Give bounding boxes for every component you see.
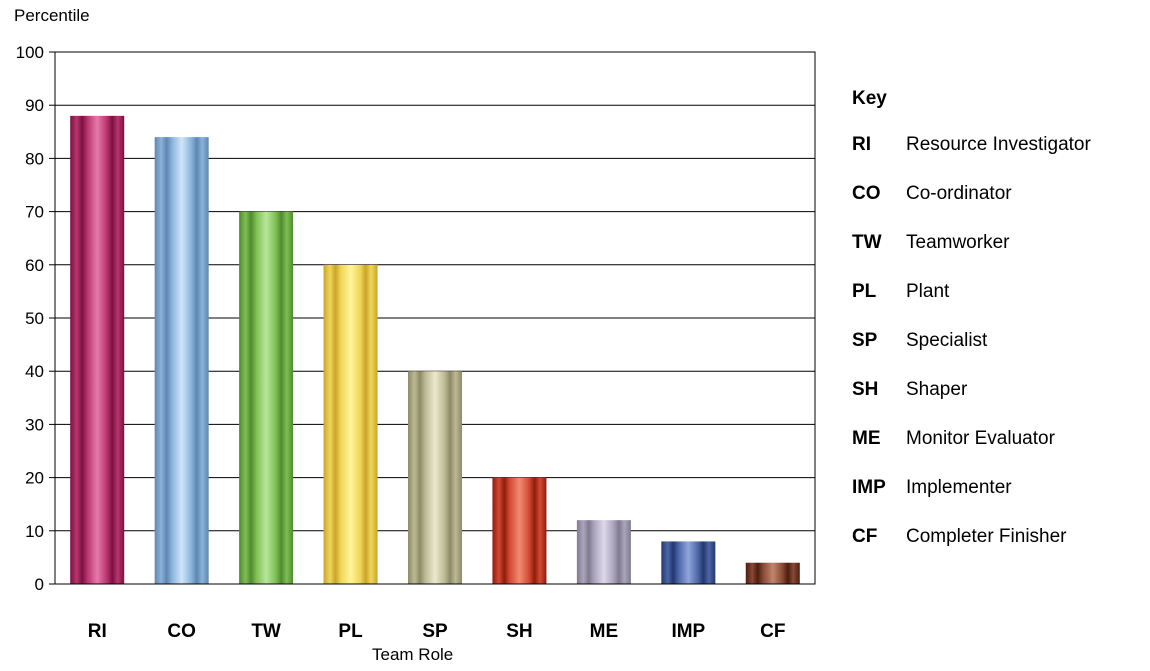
bar-pl — [323, 264, 378, 584]
bar-sh — [492, 477, 547, 584]
legend-entry: TW Teamworker — [852, 232, 1091, 281]
legend-abbr: PL — [852, 281, 877, 302]
legend-name: Co-ordinator — [906, 183, 1012, 204]
x-tick-label: ME — [590, 621, 619, 642]
y-tick-label: 20 — [25, 469, 44, 488]
legend-name: Completer Finisher — [906, 526, 1067, 547]
legend-abbr: SP — [852, 330, 878, 351]
legend-entry: CF Completer Finisher — [852, 526, 1091, 575]
legend-entry: IMP Implementer — [852, 477, 1091, 526]
bar-me — [576, 520, 631, 584]
legend-abbr: TW — [852, 232, 882, 253]
legend-abbr: CF — [852, 526, 878, 547]
legend-title: Key — [852, 88, 887, 109]
y-tick-label: 90 — [25, 96, 44, 115]
y-axis-title: Percentile — [14, 6, 90, 25]
legend-name: Plant — [906, 281, 950, 302]
legend-abbr: RI — [852, 134, 871, 155]
x-tick-label: CO — [167, 621, 196, 642]
legend-entry: SH Shaper — [852, 379, 1091, 428]
y-tick-label: 80 — [25, 149, 44, 168]
x-tick-label: SP — [422, 621, 448, 642]
legend-entry: PL Plant — [852, 281, 1091, 330]
y-tick-label: 50 — [25, 309, 44, 328]
x-tick-label: CF — [760, 621, 785, 642]
bar-tw — [239, 211, 294, 584]
legend-abbr: ME — [852, 428, 881, 449]
y-tick-label: 40 — [25, 362, 44, 381]
x-tick-label: TW — [251, 621, 281, 642]
y-tick-label: 30 — [25, 415, 44, 434]
plot-area-border — [54, 51, 816, 585]
legend-entry: RI Resource Investigator — [852, 134, 1091, 183]
legend-entry: CO Co-ordinator — [852, 183, 1091, 232]
y-tick-label: 60 — [25, 256, 44, 275]
x-tick-label: IMP — [671, 621, 705, 642]
legend-name: Shaper — [906, 379, 968, 400]
legend-entry: ME Monitor Evaluator — [852, 428, 1091, 477]
y-tick-label: 70 — [25, 203, 44, 222]
bar-ri — [70, 115, 125, 584]
bar-imp — [661, 541, 716, 584]
legend: Key RI Resource Investigator CO Co-ordin… — [852, 88, 1091, 575]
x-tick-label: PL — [338, 621, 363, 642]
legend-name: Resource Investigator — [906, 134, 1091, 155]
legend-abbr: IMP — [852, 477, 886, 498]
legend-name: Specialist — [906, 330, 988, 351]
bar-sp — [408, 371, 462, 584]
legend-abbr: SH — [852, 379, 879, 400]
legend-name: Monitor Evaluator — [906, 428, 1055, 449]
x-tick-label: RI — [88, 621, 107, 642]
bar-cf — [745, 562, 800, 584]
legend-abbr: CO — [852, 183, 881, 204]
legend-name: Implementer — [906, 477, 1012, 498]
x-axis-title: Team Role — [372, 645, 454, 664]
y-tick-label: 100 — [16, 43, 44, 62]
x-tick-label: SH — [506, 621, 532, 642]
legend-name: Teamworker — [906, 232, 1010, 253]
bar-co — [154, 137, 209, 584]
y-tick-label: 0 — [35, 575, 44, 594]
legend-entry: SP Specialist — [852, 330, 1091, 379]
y-tick-label: 10 — [25, 522, 44, 541]
